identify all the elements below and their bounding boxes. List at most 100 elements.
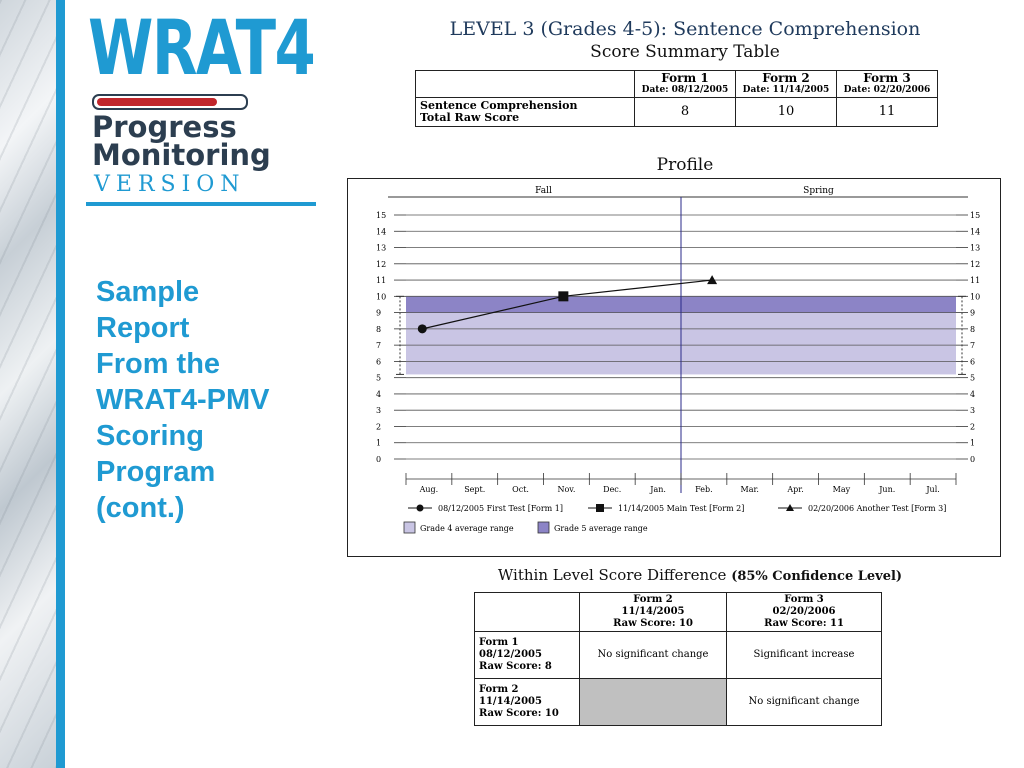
y-tick-label-right: 6 [970,357,975,366]
y-tick-label-right: 2 [970,422,975,431]
row-label-line: Total Raw Score [420,111,520,124]
form-label: Form 2 [479,684,519,695]
form-label: Form 2 [633,594,673,605]
wrat4-logo: WRAT4 Progress Monitoring VERSION [86,8,316,208]
score-cell: 10 [735,97,837,127]
score-difference-table: Form 2 11/14/2005 Raw Score: 10 Form 3 02/2… [474,592,882,726]
y-tick-label-left: 14 [376,227,386,236]
x-tick-label: Jul. [925,485,939,494]
empty-grey-cell [579,678,727,726]
form-label: Form 1 [479,637,519,648]
legend-swatch [403,521,416,534]
slide-title-line: WRAT4-PMV [96,384,270,416]
row-label-line: Sentence Comprehension [420,99,578,112]
score-cell: 11 [836,97,938,127]
table-header-cell: Form 2 Date: 11/14/2005 [735,70,837,98]
x-tick-label: Aug. [419,485,439,494]
logo-wordmark: WRAT4 [88,3,316,92]
table-header-cell: Form 3 Date: 02/20/2006 [836,70,938,98]
logo-progress-fill [97,98,217,106]
y-tick-label-right: 13 [970,244,980,253]
y-tick-label-right: 4 [970,390,975,399]
form-date: 11/14/2005 [621,606,685,617]
x-tick-label: Mar. [741,485,759,494]
form-date: Date: 08/12/2005 [641,85,729,95]
legend-label: Grade 5 average range [554,524,648,533]
form-label: Form 1 [661,71,709,85]
profile-chart: Fall Spring 0 0 1 1 2 2 3 3 4 4 5 5 6 6 7 7 8 8 9 9 10 10 11 11 12… [347,178,1001,557]
table-row: Form 2 11/14/2005 Raw Score: 10 No signifi… [474,678,882,726]
table-header-row: Form 2 11/14/2005 Raw Score: 10 Form 3 02/2… [474,592,882,632]
slide-title-line: Report [96,312,190,344]
y-tick-label-right: 5 [970,374,975,383]
form-label: Form 3 [863,71,911,85]
y-tick-label-left: 0 [376,455,381,464]
data-point-circle [417,324,427,334]
legend-label: 02/20/2006 Another Test [Form 3] [808,504,946,513]
season-label-spring: Spring [803,186,834,196]
logo-version: VERSION [94,172,246,197]
legend-swatch [537,521,550,534]
slide-title-line: (cont.) [96,492,185,524]
y-tick-label-left: 10 [376,292,386,301]
difference-cell: Significant increase [726,631,882,679]
form-date: Date: 02/20/2006 [843,85,931,95]
x-tick-label: Nov. [557,485,575,494]
form-date: 02/20/2006 [772,606,836,617]
y-tick-label-right: 12 [970,260,980,269]
y-tick-label-left: 4 [376,390,381,399]
difference-title: Within Level Score Difference (85% Confi… [420,566,980,584]
logo-progress-bar [92,94,248,110]
report-title: LEVEL 3 (Grades 4-5): Sentence Comprehen… [449,18,921,40]
form-date: 08/12/2005 [479,649,542,660]
legend-marker-square [596,504,604,512]
x-tick-label: Feb. [695,485,713,494]
legend-label: 11/14/2005 Main Test [Form 2] [618,504,744,513]
data-point-square [558,291,569,302]
form-date: Date: 11/14/2005 [742,85,830,95]
form-raw-score: Raw Score: 10 [479,708,559,719]
table-corner-cell [415,70,635,98]
form-raw-score: Raw Score: 11 [764,618,844,629]
legend-marker-triangle [786,504,794,511]
profile-title: Profile [656,155,714,175]
difference-title-confidence: (85% Confidence Level) [731,569,903,584]
y-tick-label-left: 1 [376,439,381,448]
difference-cell: No significant change [726,678,882,726]
form-label: Form 3 [784,594,824,605]
table-header-cell: Form 1 Date: 08/12/2005 [634,70,736,98]
slide-title-line: Scoring [96,420,204,452]
table-header-cell: Form 2 11/14/2005 Raw Score: 10 [579,592,727,632]
difference-cell: No significant change [579,631,727,679]
data-point-triangle [707,275,718,285]
y-tick-label-right: 14 [970,227,980,236]
y-tick-label-right: 9 [970,309,975,318]
x-tick-label: Sept. [464,485,485,494]
logo-underline [86,202,316,206]
slide-title-line: Program [96,456,216,488]
y-tick-label-right: 7 [970,341,975,350]
table-header-row: Form 1 Date: 08/12/2005 Form 2 Date: 11/14… [415,70,938,98]
row-label: Form 2 11/14/2005 Raw Score: 10 [474,678,580,726]
legend-label: 08/12/2005 First Test [Form 1] [438,504,563,513]
accent-bar [56,0,65,768]
y-tick-label-left: 15 [376,211,386,220]
y-tick-label-right: 15 [970,211,980,220]
x-tick-label: Jun. [878,485,895,494]
y-tick-label-right: 3 [970,406,975,415]
y-tick-label-left: 8 [376,325,381,334]
y-tick-label-left: 12 [376,260,386,269]
x-tick-label: Apr. [786,485,803,494]
report-subtitle: Score Summary Table [590,42,780,62]
y-tick-label-right: 8 [970,325,975,334]
marble-background-strip [0,0,56,768]
y-tick-label-right: 10 [970,292,980,301]
y-tick-label-left: 5 [376,374,381,383]
x-tick-label: May [833,485,851,494]
difference-title-main: Within Level Score Difference [497,566,727,584]
slide-title: Sample Report From the WRAT4-PMV Scoring… [96,274,336,526]
y-tick-label-left: 3 [376,406,381,415]
y-tick-label-left: 6 [376,357,381,366]
x-tick-label: Oct. [512,485,529,494]
